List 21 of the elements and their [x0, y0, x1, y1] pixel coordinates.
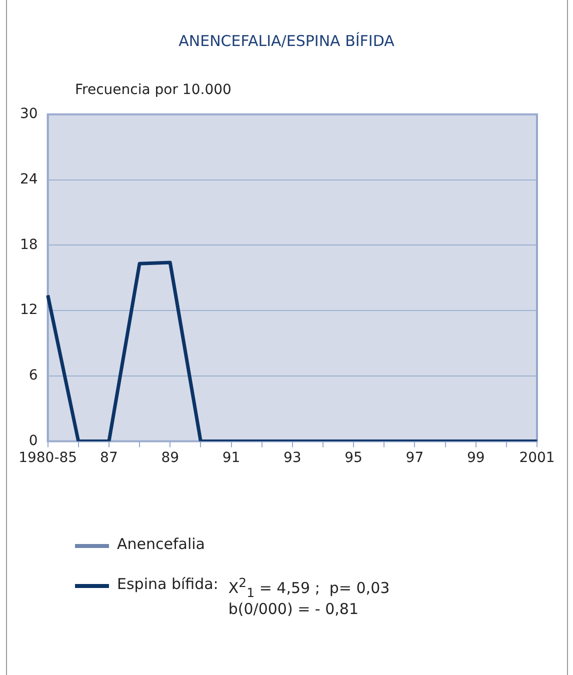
y-tick-label: 24 — [20, 171, 38, 188]
x-tick-label: 93 — [283, 450, 302, 466]
text: X$^{2}$$_{1}$ = 4,59 ; p= 0,03 — [228, 575, 390, 600]
x-tick-label: 95 — [344, 450, 362, 466]
x-tick-label: 91 — [222, 450, 240, 466]
x-tick-label: 2001 — [519, 450, 555, 466]
x-tick-label: 99 — [466, 450, 485, 466]
x-tick-label: 87 — [100, 450, 118, 466]
legend-label: Espina bífida: — [117, 575, 218, 593]
chart-title: ANENCEFALIA/ESPINA BÍFIDA — [178, 32, 396, 50]
x-tick-label: 1980-85 — [18, 450, 78, 466]
y-tick-label: 30 — [20, 106, 38, 122]
y-tick-label: 6 — [28, 367, 38, 384]
y-tick-label: 12 — [20, 302, 38, 318]
x-tick-label: 97 — [406, 450, 424, 466]
x-tick-label: 89 — [161, 450, 180, 466]
text: b(0/000) = - 0,81 — [228, 600, 360, 618]
legend-label: Anencefalia — [117, 535, 205, 553]
y-tick-label: 18 — [20, 236, 38, 253]
y-axis-title: Frecuencia por 10.000 — [75, 82, 232, 98]
y-tick-label: 0 — [28, 432, 38, 449]
